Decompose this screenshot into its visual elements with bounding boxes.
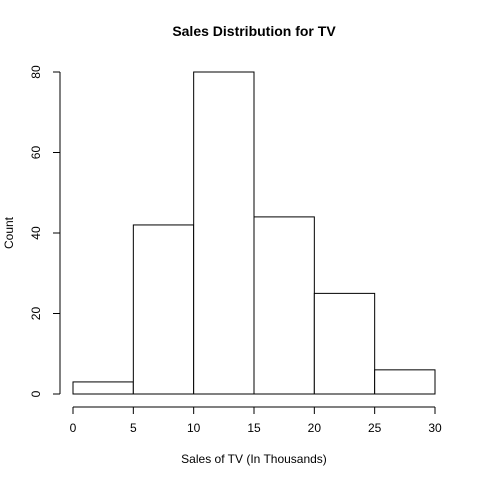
x-tick-label-4: 20 xyxy=(308,421,322,435)
y-tick-label-0: 0 xyxy=(29,390,43,397)
histogram-bar-1 xyxy=(132,224,195,395)
x-tick-label-6: 30 xyxy=(428,421,442,435)
x-tick-label-2: 10 xyxy=(187,421,201,435)
x-tick-label-1: 5 xyxy=(130,421,137,435)
histogram-bar-4 xyxy=(313,292,376,395)
y-tick-label-4: 80 xyxy=(29,65,43,79)
y-tick-label-1: 20 xyxy=(29,307,43,321)
y-tick-label-2: 40 xyxy=(29,226,43,240)
x-tick-label-3: 15 xyxy=(247,421,261,435)
x-axis-label: Sales of TV (In Thousands) xyxy=(181,452,327,466)
histogram-bar-3 xyxy=(253,216,315,395)
y-tick-label-3: 60 xyxy=(29,146,43,160)
bars-layer xyxy=(72,71,436,395)
histogram-bar-0 xyxy=(72,381,134,395)
x-tick-label-5: 25 xyxy=(368,421,382,435)
y-axis: 0 20 40 60 80 xyxy=(29,65,61,397)
x-axis: 0 5 10 15 20 25 30 xyxy=(70,406,442,435)
chart-title: Sales Distribution for TV xyxy=(172,23,336,39)
x-tick-label-0: 0 xyxy=(70,421,77,435)
histogram-bar-2 xyxy=(193,71,255,395)
histogram-bar-5 xyxy=(374,369,436,395)
y-axis-label: Count xyxy=(2,216,16,249)
